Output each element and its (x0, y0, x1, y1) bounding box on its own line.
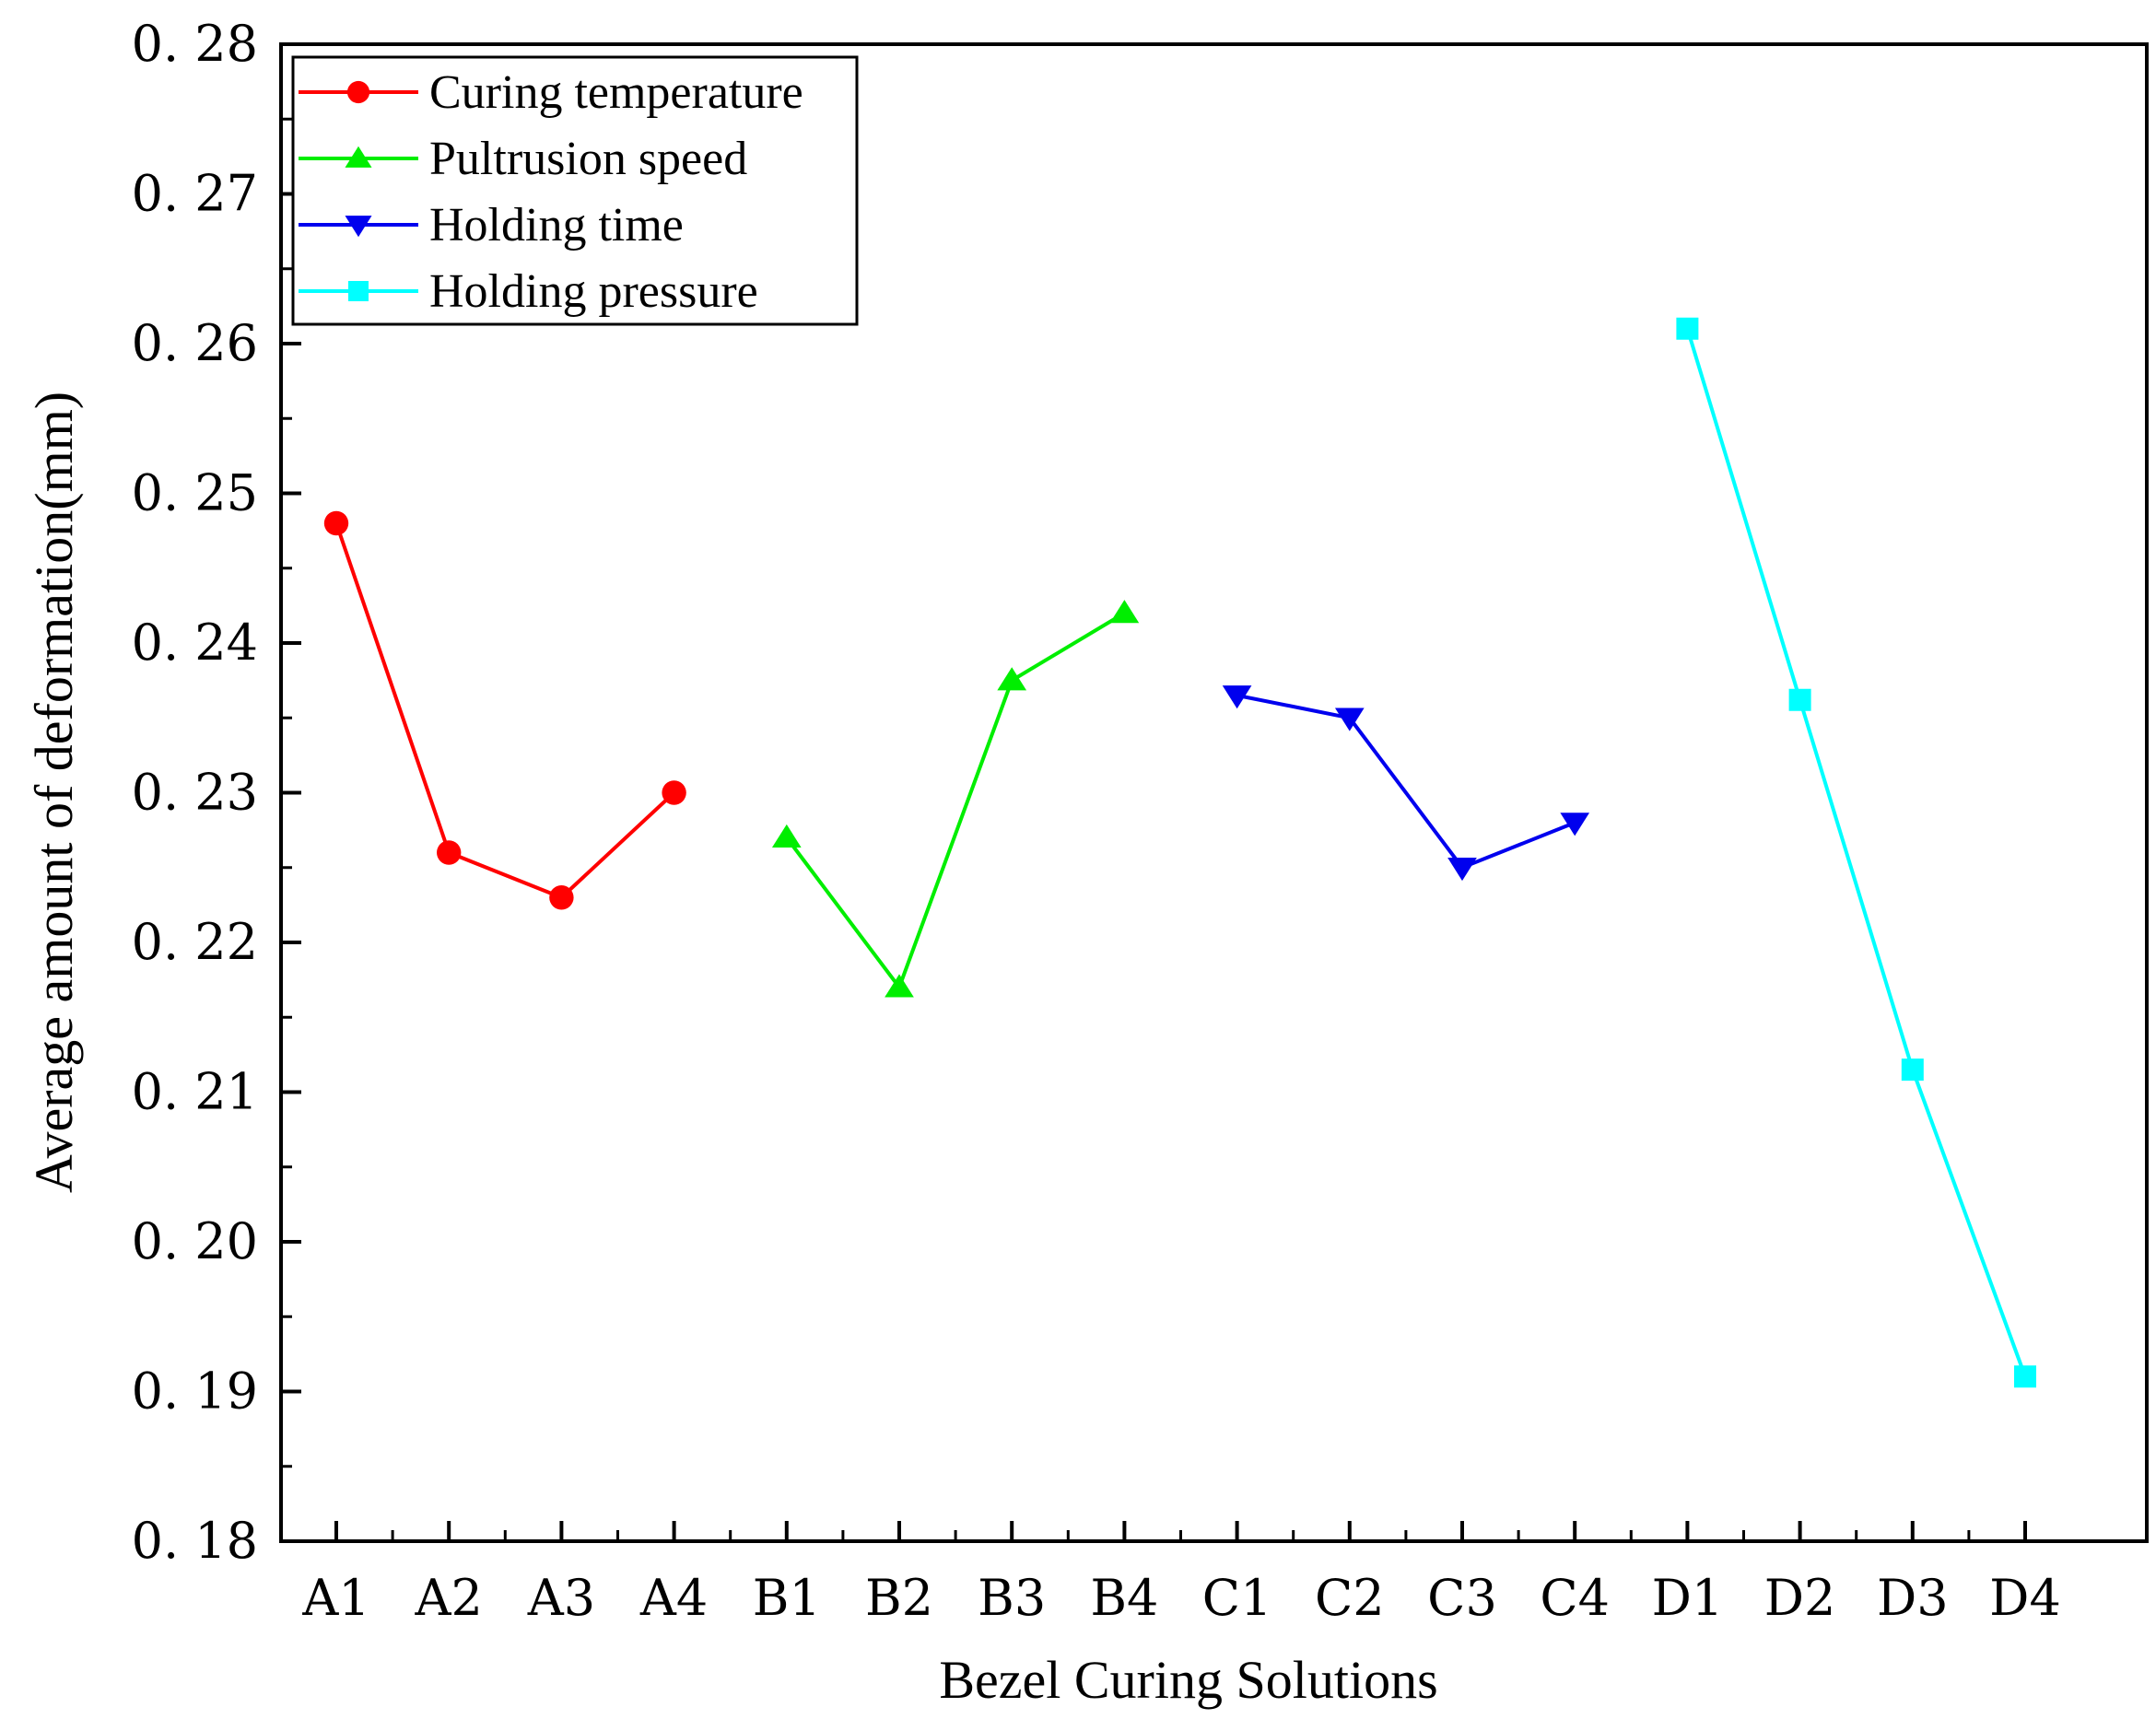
legend-marker-holding-time (345, 216, 372, 238)
x-tick-label: D3 (1877, 1569, 1949, 1627)
x-tick-label: B1 (753, 1569, 821, 1627)
series-line-holding-pressure (1685, 328, 2027, 1377)
legend: Curing temperature Pultrusion speed Holdin… (291, 55, 859, 326)
y-tick-label: 0. 25 (132, 464, 258, 522)
x-tick-label: A1 (301, 1569, 369, 1627)
series-holding-time (1222, 685, 1590, 882)
series-pultrusion-speed (771, 600, 1140, 998)
data-point-D3 (1901, 1058, 1924, 1082)
legend-label-pultrusion-speed: Pultrusion speed (429, 133, 747, 185)
legend-marker-holding-pressure (348, 281, 369, 301)
y-tick-label: 0. 18 (132, 1512, 258, 1570)
y-tick-label: 0. 21 (132, 1063, 258, 1121)
x-tick-label: B2 (865, 1569, 933, 1627)
x-tick-label: C3 (1427, 1569, 1497, 1627)
y-axis-title: Average amount of deformation(mm) (24, 392, 84, 1193)
x-axis-title: Bezel Curing Solutions (939, 1650, 1437, 1710)
legend-label-holding-time: Holding time (429, 199, 684, 251)
data-point-A1 (323, 510, 349, 536)
legend-label-holding-pressure: Holding pressure (429, 265, 758, 318)
y-tick-label: 0. 20 (132, 1212, 258, 1270)
y-tick-label: 0. 19 (132, 1362, 258, 1421)
x-tick-label: A4 (639, 1569, 708, 1627)
data-point-D4 (2014, 1365, 2036, 1388)
series-line-pultrusion-speed (785, 611, 1126, 991)
data-point-B3 (997, 667, 1027, 691)
y-tick-label: 0. 27 (132, 165, 258, 223)
data-point-B4 (1109, 600, 1140, 624)
x-tick-label: C4 (1540, 1569, 1610, 1627)
x-tick-label: D1 (1652, 1569, 1724, 1627)
legend-marker-curing-temperature (346, 80, 370, 104)
data-point-A2 (437, 840, 462, 865)
x-tick-label: D4 (1989, 1569, 2061, 1627)
y-tick-label: 0. 26 (132, 314, 258, 372)
data-point-C2 (1334, 707, 1365, 731)
data-point-B1 (771, 824, 802, 848)
data-point-A4 (662, 780, 686, 805)
series-curing-temperature (323, 510, 686, 910)
legend-label-curing-temperature: Curing temperature (429, 66, 803, 119)
y-tick-label: 0. 22 (132, 913, 258, 971)
x-axis: A1 A2 A3 A4 B1 B2 B3 B4 C1 C2 C3 C4 D1 D2 D3 D4 (301, 1521, 2061, 1627)
x-tick-label: B3 (978, 1569, 1046, 1627)
data-point-D2 (1788, 688, 1811, 711)
series-line-holding-time (1236, 693, 1576, 871)
y-tick-label: 0. 24 (132, 614, 258, 672)
x-tick-label: C1 (1202, 1569, 1272, 1627)
data-point-D1 (1676, 317, 1699, 340)
x-tick-label: D2 (1764, 1569, 1836, 1627)
x-tick-label: A3 (527, 1569, 595, 1627)
series-holding-pressure (1676, 317, 2036, 1388)
legend-marker-pultrusion-speed (345, 146, 372, 168)
data-point-B2 (885, 974, 914, 998)
data-point-C4 (1560, 813, 1590, 836)
x-tick-label: B4 (1090, 1569, 1158, 1627)
data-point-A3 (549, 885, 574, 910)
series-line-curing-temperature (334, 522, 675, 900)
y-tick-label: 0. 28 (132, 15, 258, 73)
data-point-C1 (1222, 685, 1252, 709)
x-tick-label: C2 (1315, 1569, 1385, 1627)
x-tick-label: A2 (415, 1569, 483, 1627)
data-point-C3 (1447, 857, 1477, 882)
y-tick-label: 0. 23 (132, 764, 258, 822)
series-group (323, 317, 2036, 1388)
y-axis: 0. 18 0. 19 0. 20 0. 21 0. 22 0. 23 0. 24 0. 25… (132, 15, 301, 1570)
legend-box (291, 55, 859, 326)
